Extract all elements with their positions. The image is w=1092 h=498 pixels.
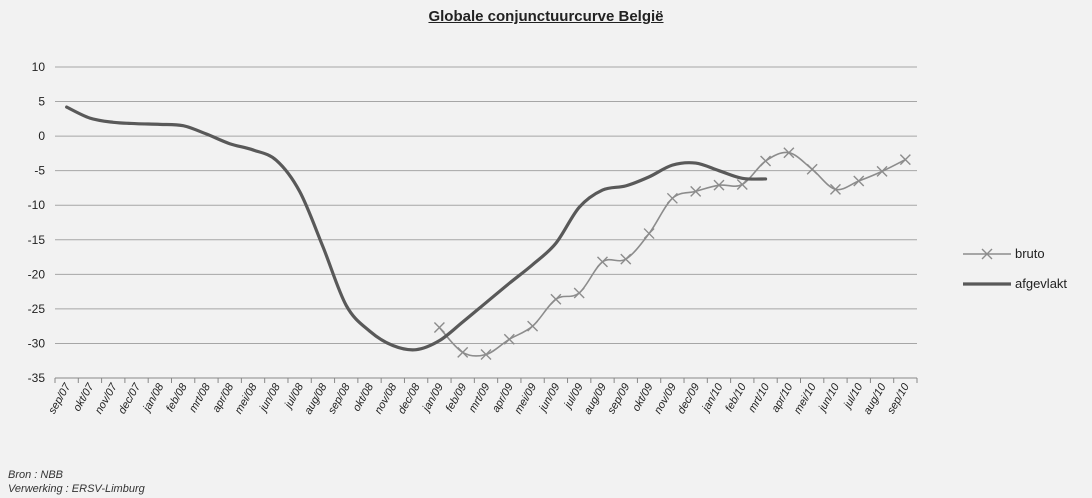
y-tick-label: -20 xyxy=(28,267,46,281)
bruto-point-marker xyxy=(550,293,562,305)
source-text: Bron : NBB xyxy=(8,469,64,481)
y-tick-label: 10 xyxy=(32,60,46,74)
bruto-point-marker xyxy=(690,185,702,197)
source-notes: Bron : NBB Verwerking : ERSV-Limburg xyxy=(8,468,145,496)
x-tick-label: mei/08 xyxy=(233,381,260,416)
x-tick-label: aug/09 xyxy=(582,382,609,417)
bruto-point-marker xyxy=(620,253,632,265)
x-tick-label: jun/08 xyxy=(257,381,284,415)
x-tick-label: mei/10 xyxy=(792,381,819,416)
bruto-point-marker xyxy=(433,322,445,334)
series-bruto-line xyxy=(438,151,906,357)
y-tick-label: 5 xyxy=(38,95,45,109)
x-tick-label: jun/09 xyxy=(536,382,562,416)
bruto-point-marker xyxy=(643,228,655,240)
bruto-point-marker xyxy=(573,287,585,299)
x-tick-label: dec/07 xyxy=(116,381,143,416)
y-tick-label: -5 xyxy=(34,164,45,178)
legend-afgevlakt-label: afgevlakt xyxy=(1015,276,1067,291)
bruto-point-marker xyxy=(480,349,492,360)
x-tick-label: aug/10 xyxy=(861,381,889,417)
bruto-point-marker xyxy=(527,320,539,332)
x-tick-label: sep/07 xyxy=(46,381,73,416)
x-tick-label: jul/08 xyxy=(282,381,307,412)
bruto-point-marker xyxy=(596,256,608,268)
processing-text: Verwerking : ERSV-Limburg xyxy=(8,483,145,495)
y-tick-label: 0 xyxy=(38,129,45,143)
legend-bruto-marker xyxy=(981,248,993,260)
legend-bruto-label: bruto xyxy=(1015,246,1045,261)
x-tick-label: mrt/10 xyxy=(746,381,772,415)
bruto-point-marker xyxy=(713,179,725,191)
bruto-point-marker xyxy=(829,183,841,195)
x-tick-label: jan/09 xyxy=(420,382,446,416)
y-tick-label: -15 xyxy=(28,233,46,247)
x-tick-label: dec/08 xyxy=(396,381,423,416)
y-tick-label: -10 xyxy=(28,198,46,212)
x-tick-label: dec/09 xyxy=(675,382,702,417)
x-tick-label: feb/09 xyxy=(444,382,470,414)
chart-title: Globale conjunctuurcurve België xyxy=(428,8,664,25)
bruto-point-marker xyxy=(503,333,515,345)
y-tick-label: -35 xyxy=(28,371,46,385)
bruto-point-marker xyxy=(783,147,795,159)
x-tick-label: jun/10 xyxy=(816,381,843,415)
x-tick-label: jul/10 xyxy=(841,381,866,412)
bruto-point-marker xyxy=(736,178,748,190)
bruto-point-marker xyxy=(760,155,772,167)
bruto-point-marker xyxy=(876,165,888,177)
series-afgevlakt-line xyxy=(65,105,768,352)
y-tick-label: -30 xyxy=(28,336,46,350)
x-tick-label: jan/08 xyxy=(140,381,167,415)
bruto-point-marker xyxy=(899,154,911,166)
x-tick-label: sep/08 xyxy=(326,381,353,416)
x-tick-label: mrt/09 xyxy=(467,382,493,415)
x-tick-label: jul/09 xyxy=(561,382,586,413)
y-tick-label: -25 xyxy=(28,302,46,316)
x-tick-label: aug/08 xyxy=(302,381,330,417)
x-tick-label: sep/09 xyxy=(605,382,632,417)
x-tick-label: mrt/08 xyxy=(187,381,213,415)
bruto-point-marker xyxy=(806,163,818,175)
bruto-point-marker xyxy=(666,192,678,204)
x-tick-label: sep/10 xyxy=(885,381,912,416)
bruto-point-marker xyxy=(457,346,469,358)
x-tick-label: mei/09 xyxy=(512,382,539,417)
x-tick-label: jan/10 xyxy=(699,381,726,415)
bruto-point-marker xyxy=(853,175,865,187)
